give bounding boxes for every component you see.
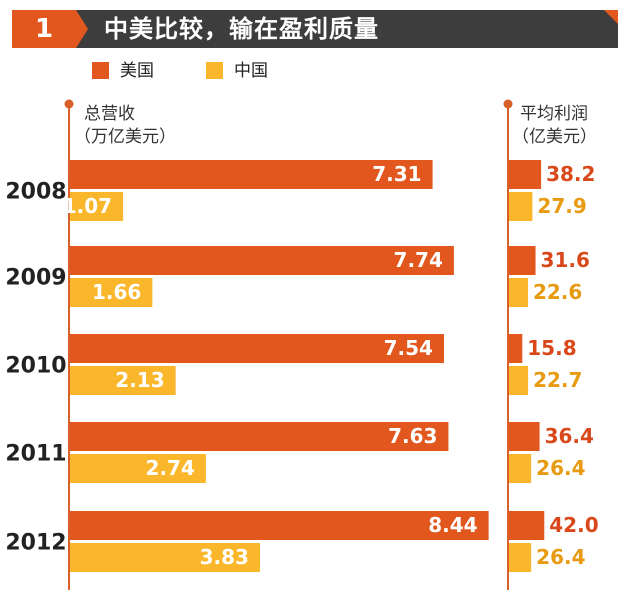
profit-bar-us-2010: [509, 334, 523, 363]
revenue-value-label-us-2012: 8.44: [428, 513, 477, 537]
profit-value-label-cn-2011: 26.4: [536, 456, 585, 480]
revenue-value-label-us-2010: 7.54: [384, 336, 433, 360]
header-corner-accent: [604, 10, 618, 24]
profit-bar-us-2009: [509, 246, 536, 275]
profit-value-label-cn-2010: 22.7: [533, 368, 582, 392]
revenue-value-label-us-2009: 7.74: [394, 248, 443, 272]
profit-bar-us-2008: [509, 160, 542, 189]
legend-swatch-cn: [206, 62, 223, 79]
profit-value-label-us-2010: 15.8: [527, 336, 576, 360]
revenue-bar-cn-2010: [70, 366, 176, 395]
legend-swatch-us: [92, 62, 109, 79]
revenue-bar-cn-2012: [70, 543, 260, 572]
revenue-value-label-us-2011: 7.63: [388, 424, 437, 448]
profit-axis-marker: [503, 99, 513, 109]
profit-value-label-cn-2012: 26.4: [536, 545, 585, 569]
profit-value-label-cn-2009: 22.6: [533, 280, 582, 304]
profit-value-label-us-2012: 42.0: [549, 513, 598, 537]
revenue-bar-us-2008: [70, 160, 433, 189]
profit-bar-us-2012: [509, 511, 545, 540]
profit-bar-cn-2010: [509, 366, 529, 395]
revenue-header-line1: 总营收: [84, 104, 135, 124]
year-label-2008: 2008: [5, 180, 66, 205]
revenue-value-label-cn-2010: 2.13: [115, 368, 164, 392]
profit-value-label-us-2009: 31.6: [541, 248, 590, 272]
year-label-2012: 2012: [5, 531, 66, 556]
year-label-2011: 2011: [5, 442, 66, 467]
profit-header-line2: （亿美元）: [512, 127, 597, 147]
revenue-bar-us-2009: [70, 246, 454, 275]
profit-value-label-us-2008: 38.2: [546, 162, 595, 186]
legend-label-us: 美国: [120, 61, 154, 81]
revenue-bar-us-2010: [70, 334, 444, 363]
year-label-2009: 2009: [5, 266, 66, 291]
section-number: 1: [12, 10, 76, 48]
year-label-2010: 2010: [5, 354, 66, 379]
profit-bar-cn-2012: [509, 543, 532, 572]
chart-title: 中美比较，输在盈利质量: [104, 15, 379, 43]
revenue-header-line2: （万亿美元）: [74, 127, 176, 147]
profit-value-label-cn-2008: 27.9: [537, 194, 586, 218]
revenue-bar-cn-2009: [70, 278, 153, 307]
revenue-value-label-cn-2012: 3.83: [200, 545, 249, 569]
revenue-value-label-cn-2009: 1.66: [92, 280, 141, 304]
profit-bar-cn-2008: [509, 192, 533, 221]
revenue-axis-marker: [64, 99, 74, 109]
profit-bar-cn-2011: [509, 454, 532, 483]
chart-header: 1 中美比较，输在盈利质量: [12, 10, 618, 48]
revenue-value-label-cn-2011: 2.74: [146, 456, 195, 480]
revenue-value-label-cn-2008: 1.07: [63, 194, 112, 218]
revenue-bar-us-2011: [70, 422, 449, 451]
legend-label-cn: 中国: [234, 61, 268, 81]
profit-header-line1: 平均利润: [520, 104, 588, 124]
revenue-bar-cn-2011: [70, 454, 206, 483]
revenue-value-label-us-2008: 7.31: [372, 162, 421, 186]
profit-value-label-us-2011: 36.4: [545, 424, 594, 448]
profit-bar-us-2011: [509, 422, 540, 451]
section-number-arrow: [76, 10, 88, 48]
revenue-bar-us-2012: [70, 511, 489, 540]
profit-bar-cn-2009: [509, 278, 528, 307]
revenue-bar-cn-2008: [70, 192, 124, 221]
